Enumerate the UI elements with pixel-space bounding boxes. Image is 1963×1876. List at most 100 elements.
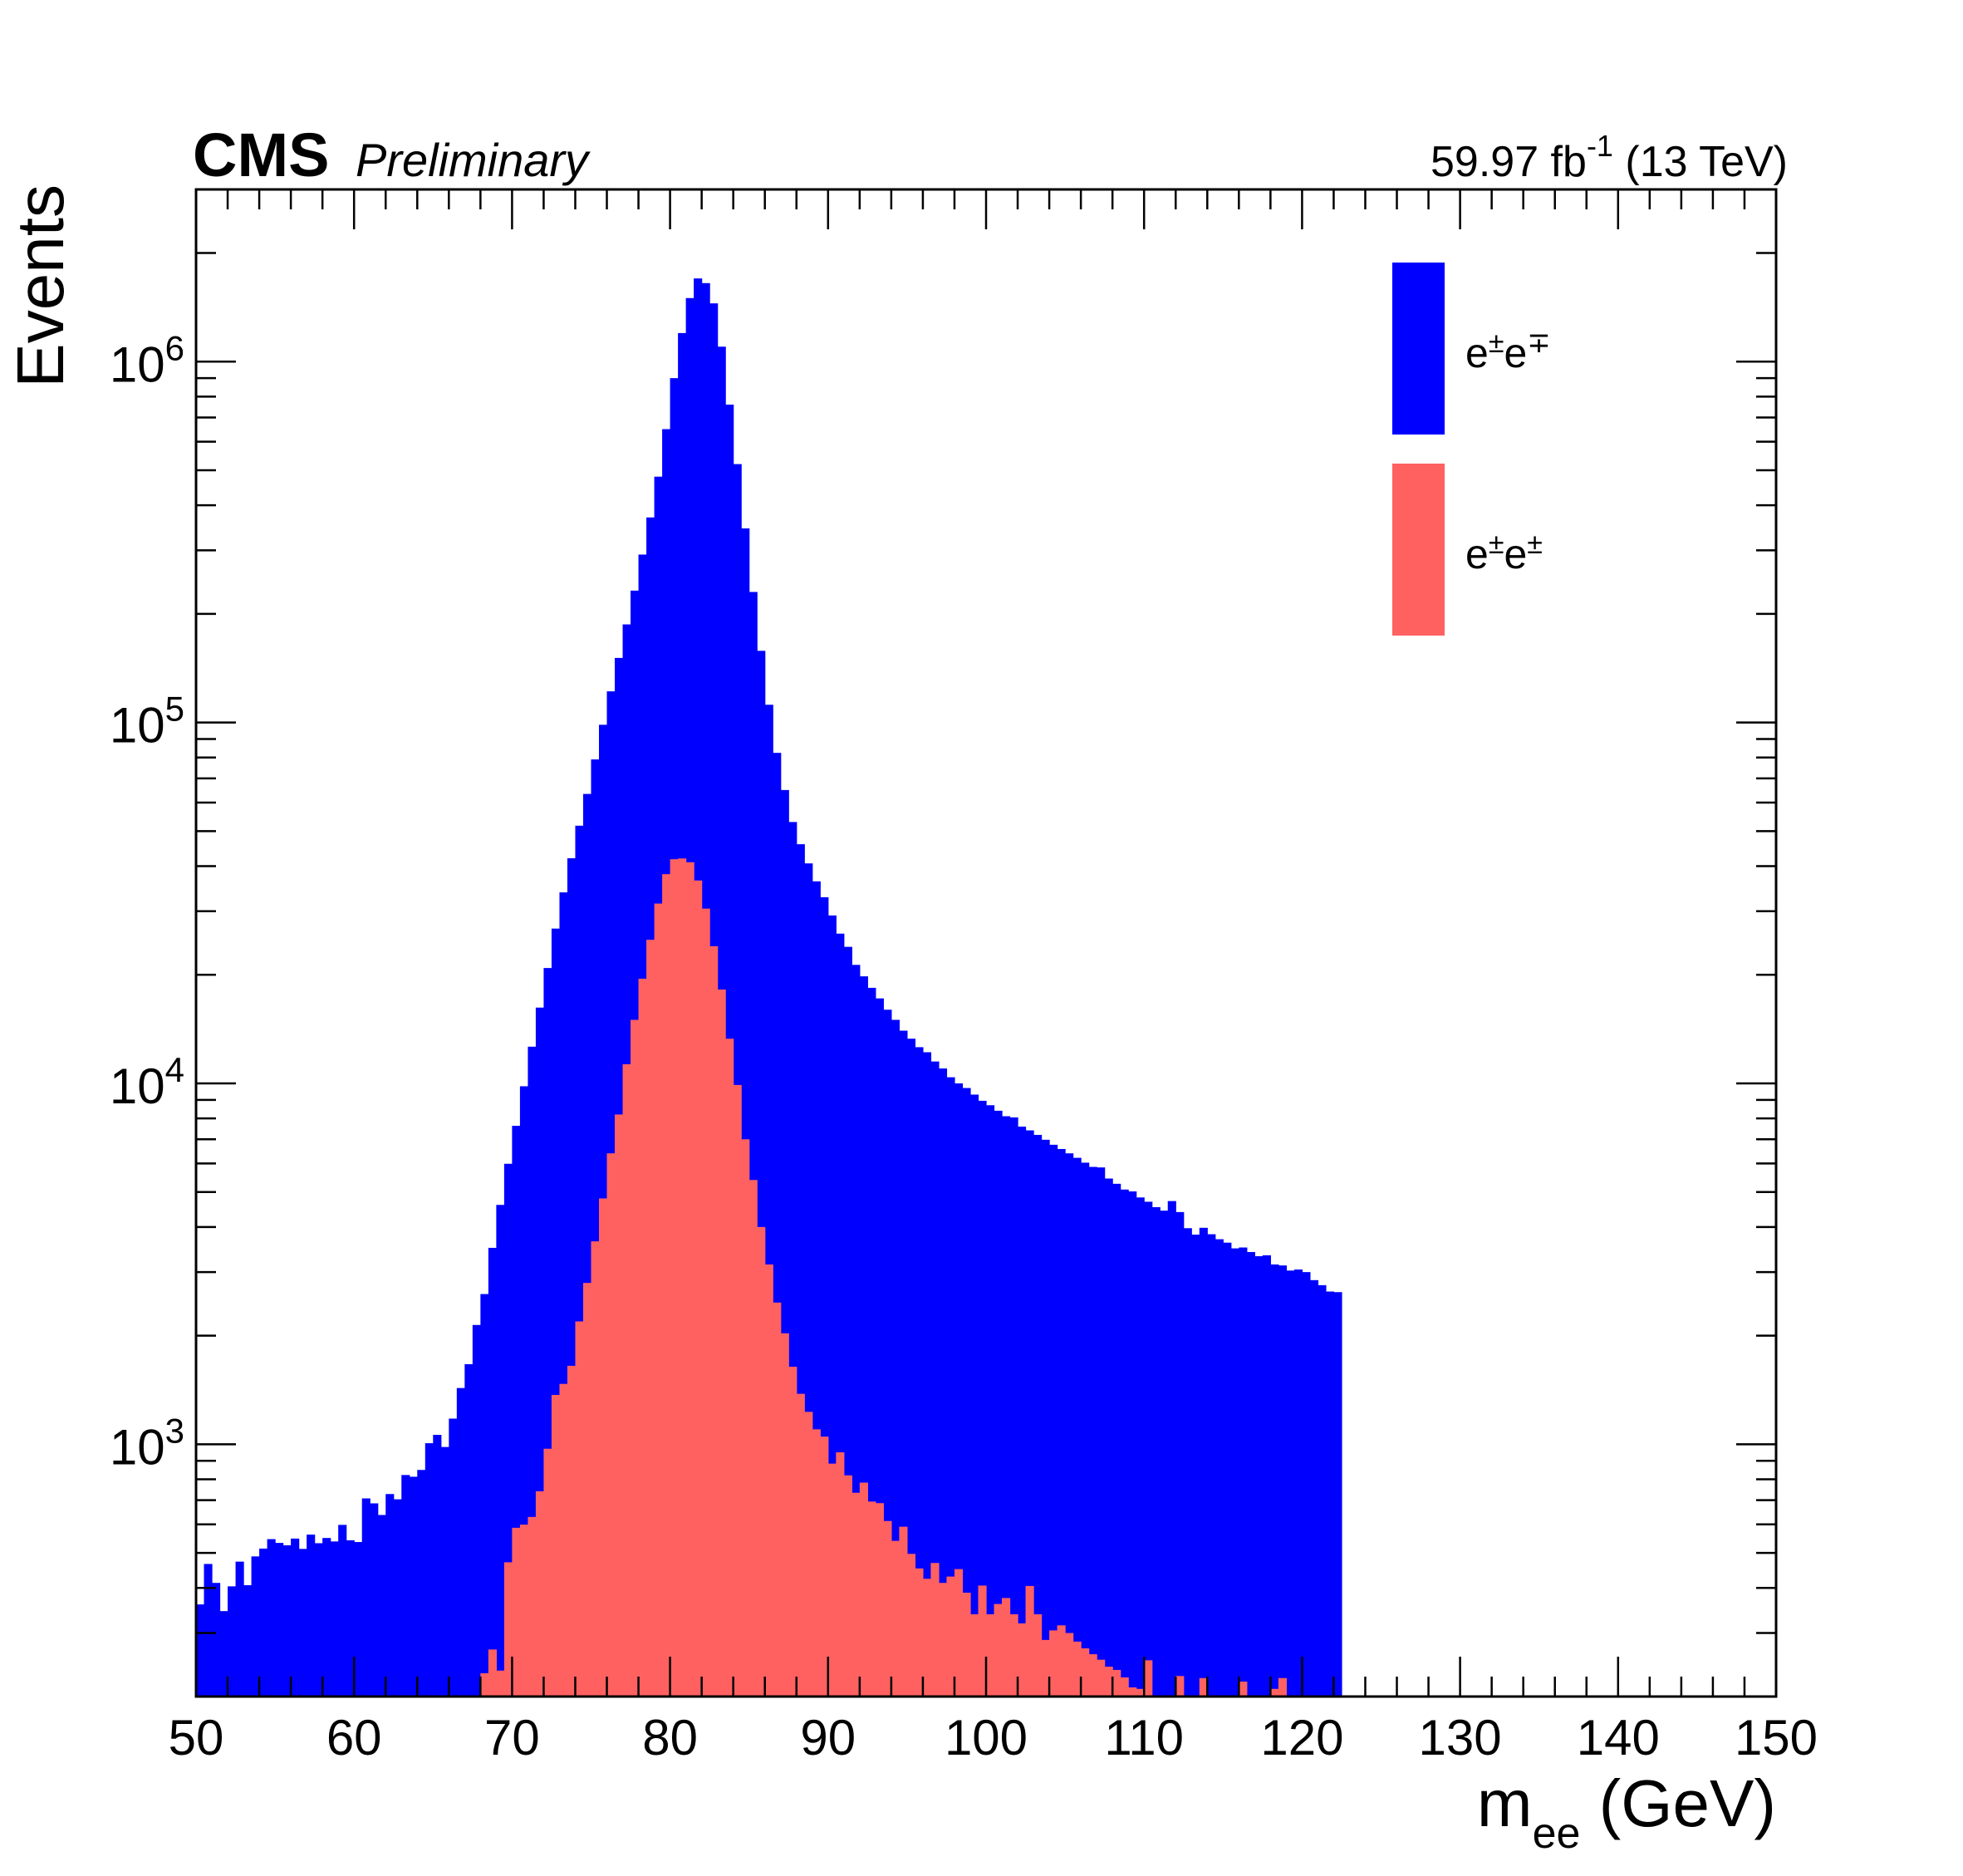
x-axis-title-subscript: ee <box>1533 1810 1581 1858</box>
histogram-bin <box>1144 1660 1153 1697</box>
histogram-bin <box>978 1585 987 1697</box>
histogram-bin <box>551 928 561 1697</box>
histogram-bin <box>606 1153 616 1697</box>
histogram-bin <box>906 1039 916 1697</box>
histogram-bin <box>685 862 694 1697</box>
histogram-bin <box>1246 1251 1255 1697</box>
legend: e±e∓ e±e± <box>1392 263 1551 636</box>
histogram-bin <box>843 1475 852 1697</box>
histogram-bin <box>1199 1677 1208 1697</box>
histogram-bin <box>1254 1256 1264 1697</box>
histogram-bin <box>859 976 868 1697</box>
x-tick-label: 110 <box>1104 1710 1184 1766</box>
histogram-bin <box>243 1584 253 1697</box>
histogram-bin <box>827 915 837 1697</box>
histogram-bin <box>938 1068 948 1697</box>
histogram-bin <box>899 1526 908 1697</box>
histogram-bin <box>449 1418 458 1697</box>
histogram-bin <box>488 1247 497 1697</box>
histogram-bin <box>401 1475 410 1697</box>
histogram-bin <box>472 1324 481 1697</box>
histogram-bin <box>867 1501 876 1697</box>
histogram-bin <box>915 1047 924 1697</box>
histogram-bin <box>235 1561 244 1697</box>
histogram-bin <box>748 592 758 1697</box>
histogram-bin <box>820 1436 829 1697</box>
histogram-bin <box>701 908 710 1697</box>
histogram-bin <box>1128 1687 1137 1697</box>
histogram-bin <box>875 1503 884 1697</box>
legend-label-same-sign: e±e± <box>1465 528 1543 577</box>
histogram-bin <box>1309 1279 1319 1697</box>
histogram-bin <box>1049 1144 1058 1697</box>
histogram-bin <box>1097 1167 1106 1697</box>
histogram-bin <box>275 1543 284 1697</box>
histogram-bin <box>528 1516 537 1697</box>
histogram-bin <box>551 1394 561 1697</box>
histogram-bin <box>385 1494 395 1697</box>
histogram-bin <box>1144 1201 1153 1697</box>
histogram-bin <box>1025 1585 1034 1697</box>
histogram-bin <box>1065 1633 1074 1697</box>
histogram-bin <box>1002 1116 1011 1697</box>
histogram-bin <box>851 1492 861 1697</box>
x-axis-title-unit: (GeV) <box>1599 1766 1776 1840</box>
histogram-bin <box>969 1094 979 1697</box>
histogram-bin <box>204 1564 213 1697</box>
histogram-bin <box>851 965 861 1697</box>
histogram-bin <box>1136 1197 1145 1697</box>
x-axis-title: mee (GeV) <box>1477 1766 1776 1858</box>
histogram-bin <box>1072 1641 1082 1697</box>
legend-swatch-same-sign <box>1392 464 1445 636</box>
histogram-bin <box>528 1046 537 1697</box>
x-tick-label: 80 <box>642 1710 698 1766</box>
histogram-bin <box>1072 1157 1082 1697</box>
legend-swatch-opposite-sign <box>1392 263 1445 435</box>
histogram-bin <box>575 1321 584 1697</box>
histogram-bin <box>314 1543 323 1697</box>
histogram-bin <box>978 1100 987 1697</box>
histogram-bin <box>1049 1630 1058 1697</box>
histogram-bin <box>694 880 703 1697</box>
histogram-bin <box>1230 1248 1239 1697</box>
histogram-bin <box>409 1476 418 1697</box>
histogram-bin <box>1009 1117 1018 1697</box>
histogram-bin <box>906 1554 916 1697</box>
histogram-bin <box>1065 1153 1074 1697</box>
histogram-bin <box>962 1088 971 1697</box>
histogram-bin <box>915 1568 924 1697</box>
histogram-bin <box>543 968 552 1697</box>
histogram-bin <box>662 874 671 1697</box>
histogram-bin <box>512 1527 521 1697</box>
x-tick-label: 130 <box>1419 1710 1502 1766</box>
histogram-bin <box>338 1525 347 1697</box>
histogram-bin <box>678 858 687 1697</box>
histogram-bin <box>709 945 719 1697</box>
histogram-bin <box>843 946 852 1697</box>
plot-frame <box>194 188 1778 1698</box>
histogram-bin <box>946 1576 955 1697</box>
histogram-bin <box>986 1105 995 1697</box>
histogram-bin <box>733 1084 742 1697</box>
histogram-bin <box>496 1670 505 1697</box>
same-sign-series <box>480 858 1287 1697</box>
y-tick-label: 106 <box>110 328 184 392</box>
histogram-bin <box>1175 1211 1185 1697</box>
histogram-bin <box>1302 1272 1311 1697</box>
histogram-bin <box>543 1448 552 1697</box>
histogram-bin <box>433 1435 442 1697</box>
x-tick-label: 140 <box>1577 1710 1660 1766</box>
histogram-bin <box>1025 1130 1034 1697</box>
histogram-bin <box>1018 1127 1027 1697</box>
histogram-bin <box>757 1226 766 1697</box>
histogram-bin <box>582 1283 592 1697</box>
histogram-bin <box>725 1039 734 1697</box>
histogram-bin <box>631 1019 640 1697</box>
histogram-bin <box>480 1294 489 1697</box>
histogram-bin <box>291 1538 300 1697</box>
histogram-bin <box>1270 1688 1279 1697</box>
histogram-bin <box>496 1205 505 1697</box>
histogram-bin <box>1270 1264 1279 1697</box>
histogram-bin <box>741 1139 750 1697</box>
histogram-bin <box>361 1498 371 1697</box>
